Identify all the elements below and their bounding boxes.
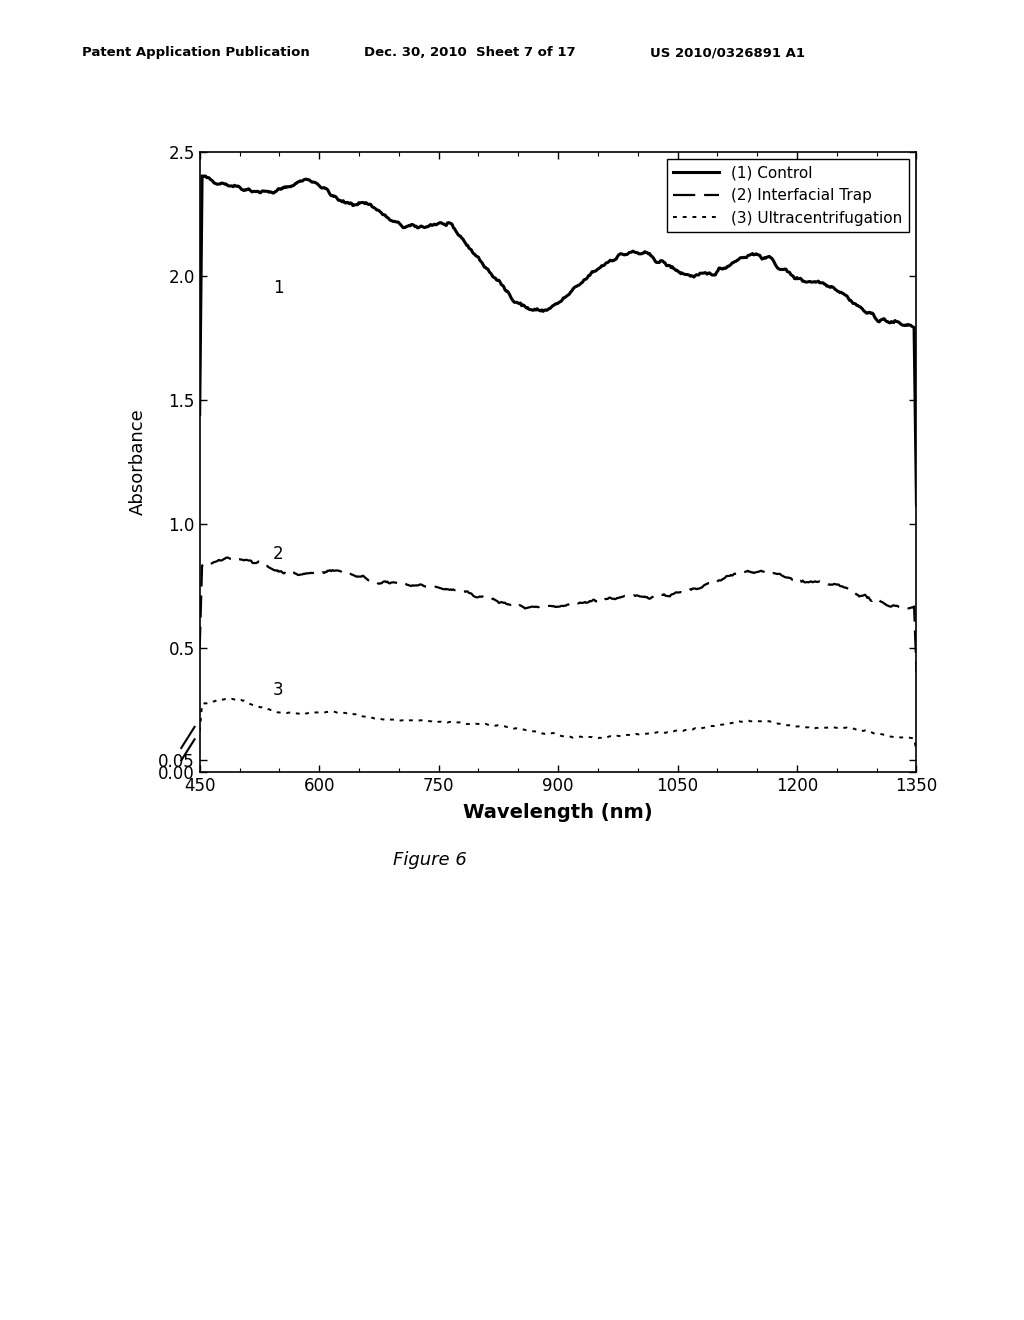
Text: Patent Application Publication: Patent Application Publication (82, 46, 309, 59)
X-axis label: Wavelength (nm): Wavelength (nm) (463, 804, 653, 822)
Text: 3: 3 (273, 681, 284, 700)
Text: 2: 2 (273, 545, 284, 562)
Text: 1: 1 (273, 280, 284, 297)
Text: US 2010/0326891 A1: US 2010/0326891 A1 (650, 46, 805, 59)
Text: Dec. 30, 2010  Sheet 7 of 17: Dec. 30, 2010 Sheet 7 of 17 (364, 46, 575, 59)
Legend: (1) Control, (2) Interfacial Trap, (3) Ultracentrifugation: (1) Control, (2) Interfacial Trap, (3) U… (668, 160, 909, 232)
Text: Figure 6: Figure 6 (393, 850, 467, 869)
Y-axis label: Absorbance: Absorbance (129, 409, 147, 515)
